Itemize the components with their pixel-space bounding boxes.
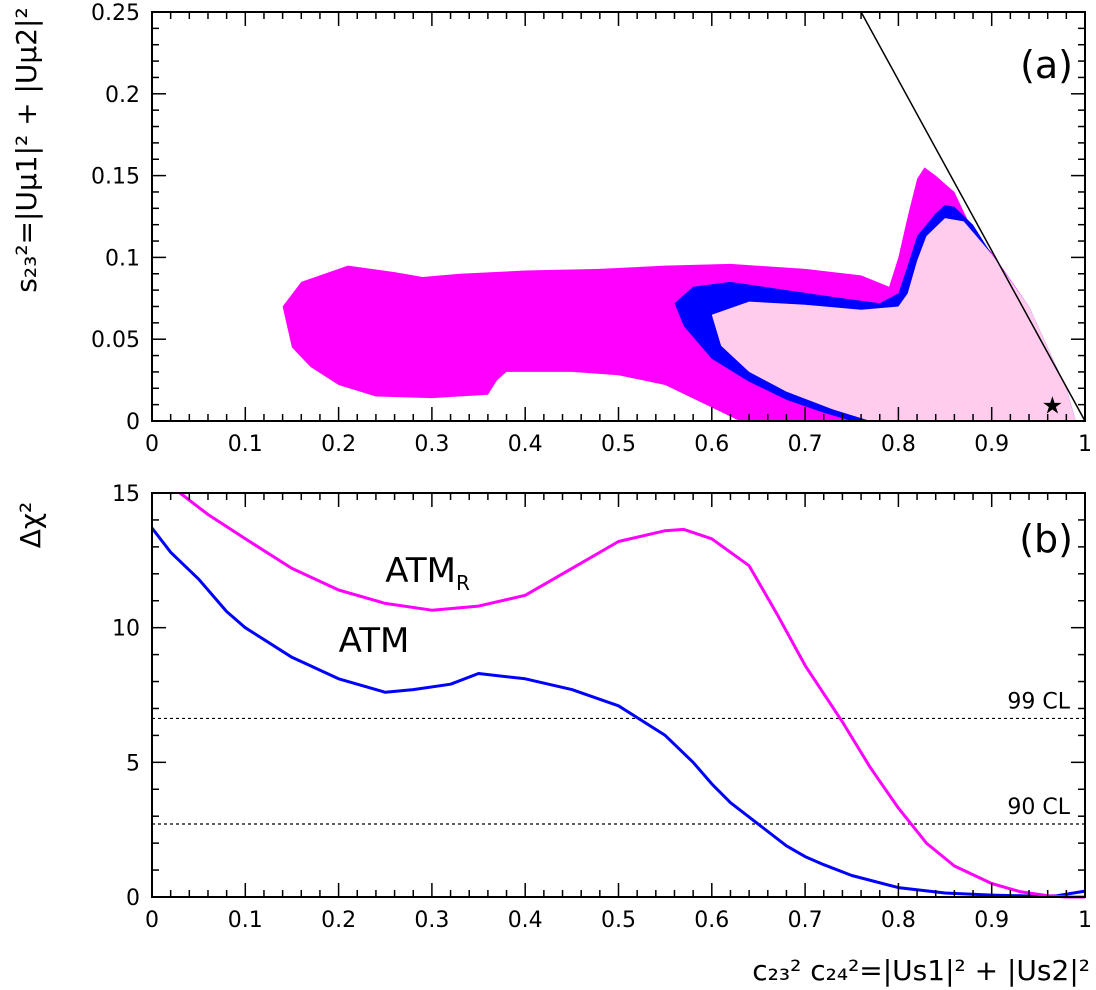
allowed-regions xyxy=(282,167,1076,421)
x-tick-label: 0.6 xyxy=(694,432,729,457)
y-axis-title-a: s₂₃²=|Uμ1|² + |Uμ2|² xyxy=(10,7,43,292)
y-tick-label: 0 xyxy=(126,886,140,911)
y-tick-label: 15 xyxy=(112,482,140,507)
confidence-level-lines: 99 CL 90 CL xyxy=(152,689,1085,825)
panel-a: ★ 0 0.1 0.2 0.3 0.4 0.5 0.6 0.7 0.8 0.9 1 0 0.05 0.1… xyxy=(10,1,1092,457)
x-tick-label: 0.5 xyxy=(601,908,636,933)
x-tick-label: 0.6 xyxy=(694,908,729,933)
y-axis-title-b: Δχ² xyxy=(14,502,47,549)
x-tick-label: 0.4 xyxy=(508,908,543,933)
x-axis-title-b: c₂₃² c₂₄²=|Us1|² + |Us2|² xyxy=(752,954,1090,987)
series-line-ATMR xyxy=(179,491,1085,899)
x-tick-label: 0.3 xyxy=(414,908,449,933)
y-tick-label: 0.25 xyxy=(91,1,140,26)
y-tick-label: 5 xyxy=(126,751,140,776)
x-tick-label: 0.8 xyxy=(881,432,916,457)
x-tick-label: 0.9 xyxy=(974,908,1009,933)
curve-label: ATMR xyxy=(385,551,470,595)
x-tick-label: 0.1 xyxy=(228,908,263,933)
y-tick-labels-b: 0 5 10 15 xyxy=(112,482,140,911)
physical-boundary-line xyxy=(860,11,1086,422)
cl-label: 99 CL xyxy=(1007,689,1070,714)
tick-marks-b xyxy=(151,492,1086,898)
y-tick-label: 0.15 xyxy=(91,165,140,190)
series-line-ATM xyxy=(150,527,1086,898)
x-tick-label: 0.2 xyxy=(321,432,356,457)
x-tick-label: 0 xyxy=(145,432,159,457)
tick-marks-a xyxy=(151,11,1086,422)
panel-b: 99 CL 90 CL ATMR ATM 0 0.1 0.2 0.3 0.4 0.5 0.6 0.… xyxy=(14,482,1092,987)
y-tick-label: 0.05 xyxy=(91,328,140,353)
x-tick-labels-a: 0 0.1 0.2 0.3 0.4 0.5 0.6 0.7 0.8 0.9 1 xyxy=(145,432,1092,457)
chi2-curves xyxy=(150,491,1086,899)
plot-frame-b xyxy=(151,492,1086,898)
x-tick-label: 0.3 xyxy=(414,432,449,457)
y-tick-label: 0.1 xyxy=(105,246,140,271)
x-tick-label: 0.2 xyxy=(321,908,356,933)
x-tick-label: 0.7 xyxy=(788,432,823,457)
x-tick-label: 1 xyxy=(1078,908,1092,933)
y-tick-labels-a: 0 0.05 0.1 0.15 0.2 0.25 xyxy=(91,1,140,435)
curve-label: ATM xyxy=(339,621,410,661)
curve-labels: ATMR ATM xyxy=(339,551,470,661)
allowed-region-2 xyxy=(711,218,1076,421)
x-tick-label: 0.5 xyxy=(601,432,636,457)
x-tick-label: 0.8 xyxy=(881,908,916,933)
x-tick-label: 0.1 xyxy=(228,432,263,457)
y-tick-label: 10 xyxy=(112,617,140,642)
x-tick-label: 0 xyxy=(145,908,159,933)
panel-tag-a: (a) xyxy=(1020,43,1073,87)
y-tick-label: 0 xyxy=(126,410,140,435)
x-tick-label: 0.7 xyxy=(788,908,823,933)
best-fit-star-marker: ★ xyxy=(1042,392,1064,420)
cl-label: 90 CL xyxy=(1007,795,1070,820)
panel-tag-b: (b) xyxy=(1019,517,1073,561)
x-tick-label: 1 xyxy=(1078,432,1092,457)
x-tick-label: 0.4 xyxy=(508,432,543,457)
y-tick-label: 0.2 xyxy=(105,83,140,108)
x-tick-labels-b: 0 0.1 0.2 0.3 0.4 0.5 0.6 0.7 0.8 0.9 1 xyxy=(145,908,1092,933)
x-tick-label: 0.9 xyxy=(974,432,1009,457)
